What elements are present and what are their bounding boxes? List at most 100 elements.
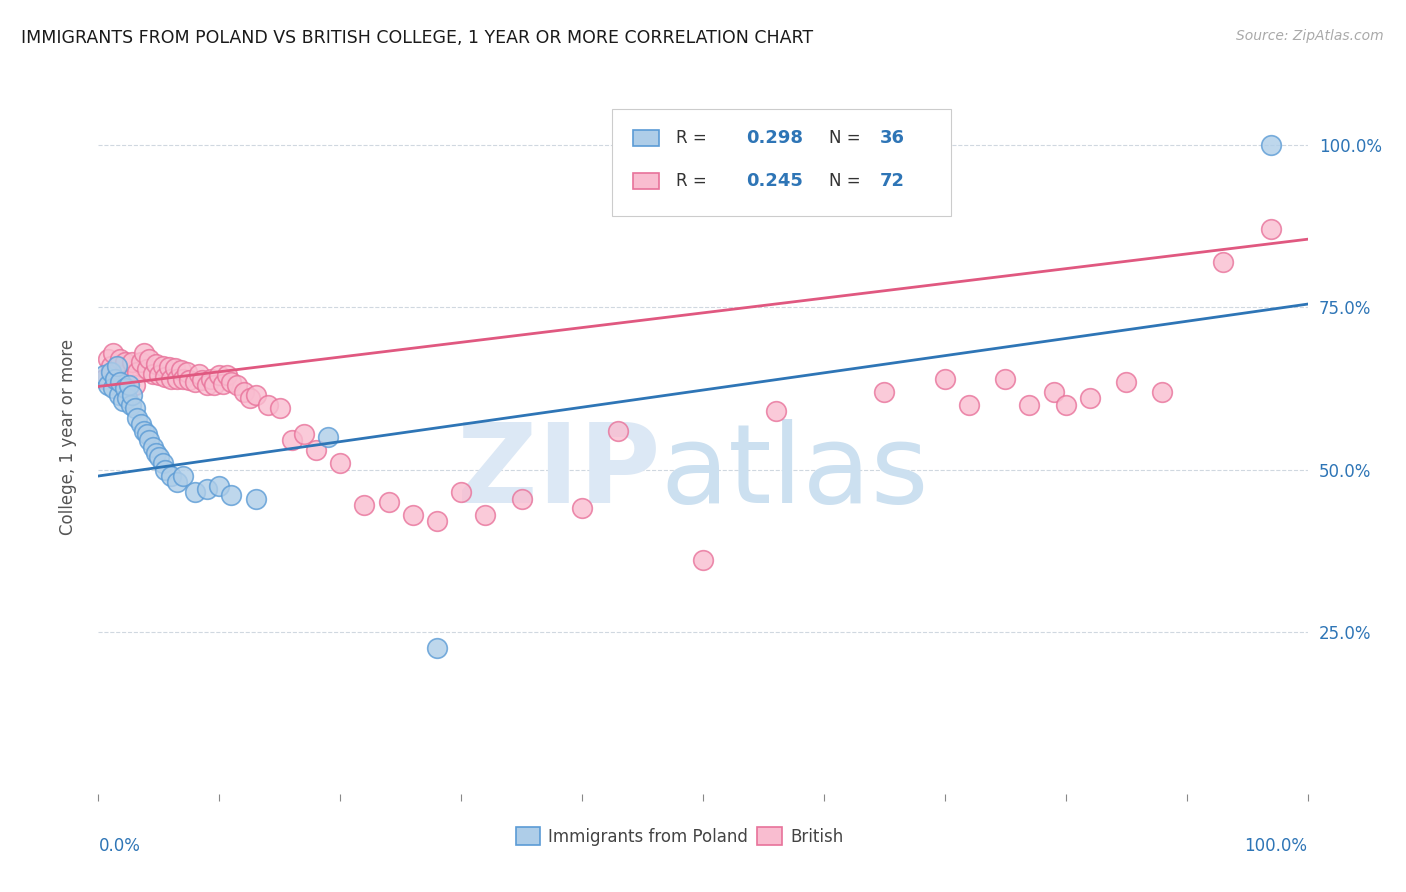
Point	[138, 434, 160, 448]
Point	[402, 508, 425, 522]
Point	[166, 372, 188, 386]
Text: 72: 72	[880, 172, 904, 190]
Point	[100, 365, 122, 379]
Point	[118, 372, 141, 386]
Point	[120, 398, 142, 412]
Point	[117, 391, 139, 405]
Point	[195, 378, 218, 392]
Point	[269, 401, 291, 415]
Point	[111, 368, 134, 383]
Point	[145, 446, 167, 460]
Point	[152, 359, 174, 373]
Point	[153, 462, 176, 476]
Text: IMMIGRANTS FROM POLAND VS BRITISH COLLEGE, 1 YEAR OR MORE CORRELATION CHART: IMMIGRANTS FROM POLAND VS BRITISH COLLEG…	[21, 29, 813, 46]
Point	[111, 394, 134, 409]
Point	[329, 456, 352, 470]
Point	[129, 417, 152, 431]
Point	[169, 362, 191, 376]
Point	[221, 375, 243, 389]
Point	[994, 372, 1017, 386]
Point	[172, 469, 194, 483]
Point	[191, 373, 214, 387]
Text: 0.0%: 0.0%	[98, 837, 141, 855]
Point	[145, 358, 167, 372]
Point	[184, 375, 207, 389]
Point	[134, 345, 156, 359]
Point	[226, 378, 249, 392]
Point	[316, 430, 339, 444]
Point	[160, 469, 183, 483]
Y-axis label: College, 1 year or more: College, 1 year or more	[59, 339, 77, 535]
Text: 0.298: 0.298	[747, 129, 804, 147]
Point	[256, 398, 278, 412]
Point	[212, 376, 235, 391]
Point	[93, 372, 115, 386]
Point	[135, 426, 157, 441]
Point	[1152, 384, 1174, 399]
Point	[108, 388, 131, 402]
Point	[114, 381, 136, 395]
Point	[1018, 398, 1040, 412]
Text: N =: N =	[828, 129, 866, 147]
Point	[957, 398, 980, 412]
Point	[152, 456, 174, 470]
Point	[204, 378, 226, 392]
Text: N =: N =	[828, 172, 866, 190]
Point	[305, 443, 328, 458]
Point	[245, 491, 267, 506]
Point	[142, 440, 165, 454]
Point	[108, 352, 131, 367]
Point	[187, 367, 209, 381]
Text: R =: R =	[676, 129, 713, 147]
Point	[353, 498, 375, 512]
Point	[114, 355, 136, 369]
Point	[101, 345, 124, 359]
Point	[208, 368, 231, 383]
Point	[692, 553, 714, 567]
Point	[215, 368, 238, 383]
Point	[118, 378, 141, 392]
Point	[105, 365, 128, 379]
Point	[153, 369, 176, 384]
Point	[179, 373, 201, 387]
Point	[93, 368, 115, 383]
Point	[426, 515, 449, 529]
Point	[195, 482, 218, 496]
Point	[245, 388, 267, 402]
Point	[1260, 138, 1282, 153]
Text: 0.245: 0.245	[747, 172, 803, 190]
Point	[281, 434, 304, 448]
Point	[934, 372, 956, 386]
Point	[101, 381, 124, 395]
Point	[873, 384, 896, 399]
Point	[1260, 222, 1282, 236]
Point	[239, 391, 262, 405]
Point	[157, 359, 180, 374]
Point	[292, 426, 315, 441]
Point	[1115, 375, 1137, 389]
Point	[377, 495, 399, 509]
Point	[135, 362, 157, 376]
Point	[208, 479, 231, 493]
Point	[100, 359, 122, 373]
Point	[1212, 255, 1234, 269]
Point	[108, 375, 131, 389]
Text: British: British	[790, 828, 844, 846]
Point	[148, 368, 170, 383]
Point	[200, 372, 222, 386]
Point	[1054, 398, 1077, 412]
Point	[172, 372, 194, 386]
Point	[474, 508, 496, 522]
Point	[426, 640, 449, 655]
Point	[121, 355, 143, 369]
Point	[232, 384, 254, 399]
FancyBboxPatch shape	[758, 828, 782, 846]
Text: Source: ZipAtlas.com: Source: ZipAtlas.com	[1236, 29, 1384, 43]
Point	[166, 475, 188, 490]
Text: ZIP: ZIP	[457, 419, 661, 526]
Point	[450, 485, 472, 500]
Point	[176, 365, 198, 379]
FancyBboxPatch shape	[516, 828, 540, 846]
Point	[124, 378, 146, 392]
Point	[148, 450, 170, 464]
